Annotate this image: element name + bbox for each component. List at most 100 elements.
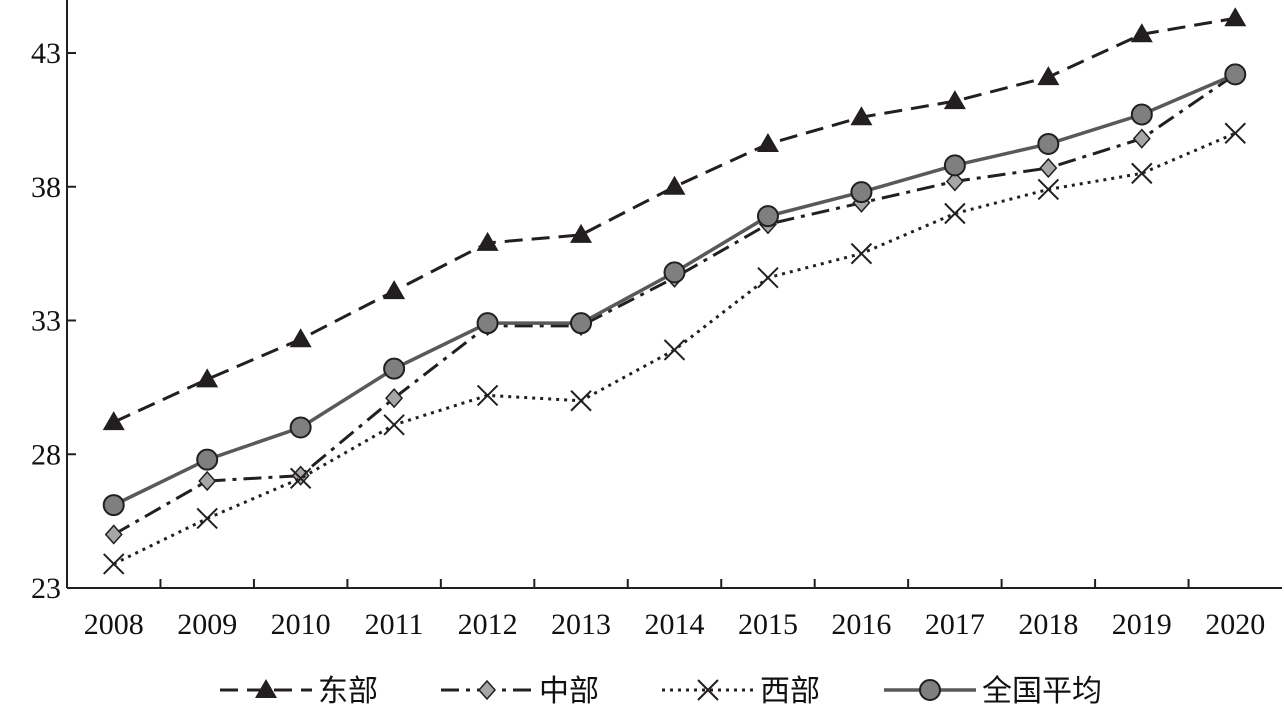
legend-label: 中部 — [539, 674, 599, 707]
x-tick-label: 2014 — [645, 608, 705, 641]
y-tick-label: 23 — [31, 572, 61, 605]
y-tick-label: 28 — [31, 438, 61, 471]
series-line — [112, 72, 1236, 507]
data-point — [1037, 66, 1060, 86]
x-tick-label: 2008 — [84, 608, 144, 641]
data-point — [850, 106, 873, 126]
x-tick-label: 2013 — [551, 608, 611, 641]
data-point — [1037, 132, 1060, 155]
data-point — [385, 387, 404, 409]
data-point — [1224, 7, 1247, 27]
legend-marker — [697, 679, 719, 701]
legend-marker — [477, 679, 497, 701]
data-point — [1037, 178, 1060, 201]
data-point — [850, 242, 873, 265]
x-marker-stroke — [1131, 162, 1153, 185]
data-point — [289, 416, 312, 439]
x-marker-stroke — [757, 266, 779, 289]
legend-label: 东部 — [318, 674, 378, 707]
x-tick-label: 2018 — [1018, 608, 1078, 641]
data-point — [476, 312, 499, 335]
legend-marker — [919, 679, 941, 701]
series-layer — [102, 7, 1247, 575]
legend-marker — [255, 679, 277, 698]
data-point — [943, 154, 966, 177]
legend-item-0: 东部 — [220, 674, 378, 707]
data-point — [1130, 103, 1153, 126]
x-marker-stroke — [570, 390, 592, 412]
data-point — [198, 470, 217, 492]
data-point — [757, 266, 779, 289]
data-point — [850, 181, 873, 204]
data-point — [756, 205, 779, 228]
x-tick-label: 2009 — [177, 608, 237, 641]
x-marker-stroke — [476, 384, 499, 407]
data-point — [104, 524, 123, 545]
x-marker-stroke — [850, 242, 873, 265]
data-point — [103, 553, 125, 575]
legend-item-3: 全国平均 — [884, 674, 1102, 707]
x-marker-stroke — [1037, 178, 1060, 201]
data-point — [289, 328, 312, 348]
x-marker-stroke — [663, 339, 686, 361]
data-point — [476, 384, 499, 407]
data-point — [476, 231, 499, 251]
data-point — [1132, 128, 1151, 149]
data-point — [102, 411, 125, 431]
data-point — [383, 280, 406, 300]
x-tick-label: 2016 — [831, 608, 891, 641]
data-point — [102, 494, 125, 517]
series-line — [113, 16, 1236, 424]
legend-label: 西部 — [760, 674, 820, 707]
data-point — [943, 90, 966, 110]
legend-label: 全国平均 — [982, 674, 1102, 707]
data-point — [383, 357, 406, 380]
x-tick-label: 2010 — [271, 608, 331, 641]
series-0 — [102, 7, 1247, 431]
series-2 — [103, 122, 1246, 575]
data-point — [383, 414, 405, 436]
x-tick-label: 2020 — [1205, 608, 1265, 641]
y-tick-label: 38 — [31, 171, 61, 204]
data-point — [570, 390, 592, 412]
data-point — [663, 261, 686, 284]
x-marker-stroke — [103, 553, 125, 575]
data-point — [196, 448, 219, 471]
y-tick-label: 43 — [31, 37, 61, 70]
legend-item-1: 中部 — [441, 674, 599, 707]
x-marker-stroke — [944, 202, 966, 225]
series-3 — [102, 63, 1247, 517]
x-tick-label: 2011 — [365, 608, 424, 641]
x-marker-stroke — [196, 507, 218, 530]
data-point — [1039, 157, 1058, 179]
data-point — [570, 312, 593, 335]
data-point — [1130, 23, 1153, 43]
y-tick-label: 33 — [31, 305, 61, 338]
x-tick-label: 2012 — [458, 608, 518, 641]
data-point — [291, 465, 310, 486]
x-marker-stroke — [697, 679, 719, 701]
data-point — [1131, 162, 1153, 185]
x-marker-stroke — [1224, 122, 1246, 144]
legend-item-2: 西部 — [662, 674, 820, 707]
data-point — [196, 368, 219, 388]
x-marker-stroke — [383, 414, 405, 436]
x-tick-label: 2017 — [925, 608, 985, 641]
axes: 23 28 33 38 43 2008 2009 2010 2011 2012 2013 2014 20… — [31, 0, 1282, 641]
data-point — [944, 202, 966, 225]
data-point — [756, 132, 779, 152]
data-point — [1224, 63, 1247, 86]
data-point — [663, 339, 686, 361]
series-line — [112, 73, 1237, 536]
data-point — [945, 171, 964, 192]
data-point — [289, 467, 312, 490]
legend: 东部 中部 西部 全国平均 — [220, 674, 1102, 707]
x-tick-label: 2019 — [1112, 608, 1172, 641]
x-tick-label: 2015 — [738, 608, 798, 641]
data-point — [1224, 122, 1246, 144]
data-point — [570, 223, 593, 243]
data-point — [196, 507, 218, 530]
x-marker-stroke — [289, 467, 312, 490]
data-point — [663, 175, 686, 195]
